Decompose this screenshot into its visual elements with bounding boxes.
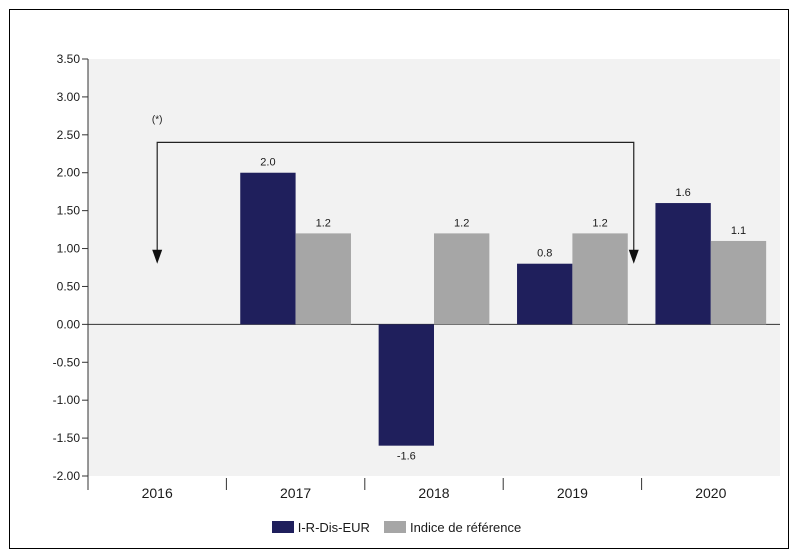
y-tick-label: -1.50 [53,431,81,445]
y-tick-label: 3.50 [57,52,81,66]
data-label-series-2: 1.1 [731,225,746,237]
y-tick-label: -0.50 [53,355,81,369]
data-label-series-1: 1.6 [675,187,690,199]
y-tick-label: -1.00 [53,393,81,407]
data-label-series-2: 1.2 [592,217,607,229]
data-label-series-1: -1.6 [397,451,416,463]
bar-series-1 [378,324,434,446]
bar-series-2 [710,240,767,325]
bar-series-1 [655,203,711,325]
annotation-bracket [156,141,635,252]
bar-series-1 [517,263,573,325]
annotation-arrow-left [152,249,163,264]
y-tick-label: 3.00 [57,90,81,104]
legend-label-series-2: Indice de référence [409,519,522,535]
x-tick-label: 2020 [695,485,726,501]
bar-series-1 [240,172,296,325]
x-tick-label: 2019 [557,485,588,501]
bar-series-2 [434,233,490,325]
x-tick-label: 2018 [418,485,449,501]
data-label-series-1: 2.0 [260,157,275,169]
annotation-arrow-right [628,249,639,264]
data-label-series-2: 1.2 [454,217,469,229]
y-tick-label: 1.50 [57,204,81,218]
y-tick-label: -2.00 [53,469,81,483]
legend-swatch-series-2 [383,521,406,533]
legend: I-R-Dis-EUR Indice de référence [0,516,793,538]
data-label-series-2: 1.2 [316,217,331,229]
legend-label-series-1: I-R-Dis-EUR [297,519,370,535]
y-tick-label: 1.00 [57,242,81,256]
legend-item-series-1: I-R-Dis-EUR [271,519,370,535]
y-tick-label: 2.50 [57,128,81,142]
data-label-series-1: 0.8 [537,248,552,260]
bar-series-2 [295,233,351,325]
y-tick-label: 0.50 [57,279,81,293]
y-tick-label: 2.00 [57,166,81,180]
x-tick-label: 2016 [142,485,173,501]
y-tick-label: 0.00 [57,317,81,331]
legend-swatch-series-1 [271,521,294,533]
bar-series-2 [572,233,628,325]
annotation-label: (*) [152,114,163,125]
x-tick-label: 2017 [280,485,311,501]
legend-item-series-2: Indice de référence [383,519,522,535]
